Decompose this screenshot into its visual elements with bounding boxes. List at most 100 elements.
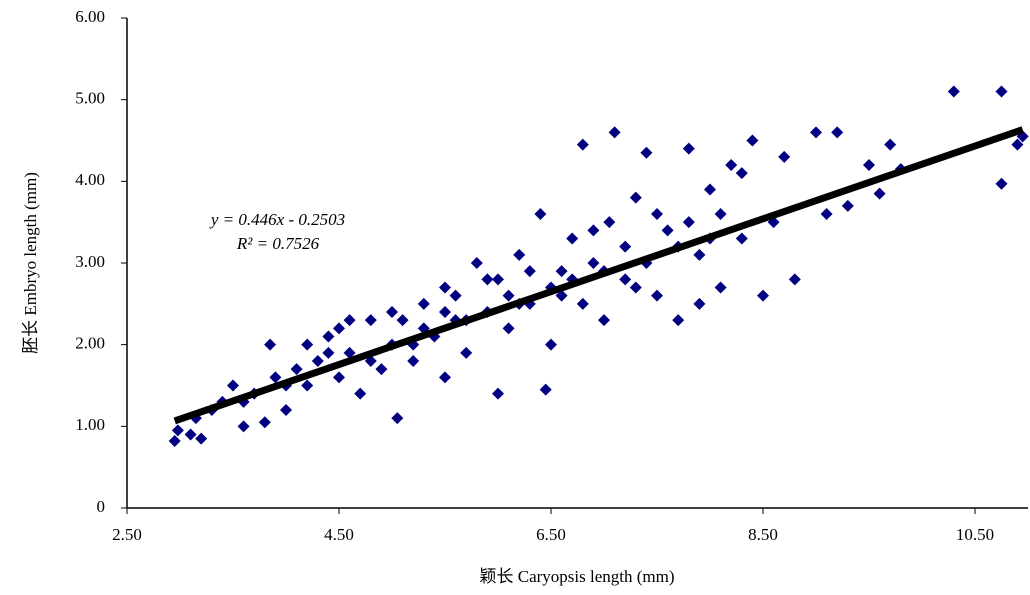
point: [995, 177, 1008, 190]
point: [778, 150, 791, 163]
point: [629, 191, 642, 204]
point: [280, 404, 292, 416]
point: [545, 338, 557, 351]
x-tick-label: 2.50: [112, 525, 142, 544]
point: [417, 297, 430, 310]
r-squared: R² = 0.7526: [236, 234, 320, 253]
point: [757, 289, 769, 302]
point: [227, 379, 239, 392]
point: [502, 289, 515, 302]
y-tick-label: 6.00: [75, 7, 105, 26]
point: [364, 314, 377, 327]
point: [343, 314, 356, 327]
point: [651, 289, 663, 302]
point: [502, 322, 515, 335]
point: [629, 281, 642, 294]
y-tick-label: 2.00: [75, 334, 105, 353]
point: [290, 363, 303, 376]
point: [661, 224, 674, 237]
point: [269, 371, 282, 384]
point: [470, 257, 483, 269]
point: [725, 159, 738, 171]
point: [831, 126, 844, 139]
point: [873, 187, 886, 200]
point: [884, 138, 897, 151]
point: [810, 126, 822, 139]
point: [171, 424, 184, 437]
point: [603, 216, 616, 229]
point: [333, 371, 345, 384]
point: [343, 346, 356, 359]
point: [439, 371, 451, 384]
point: [619, 240, 632, 253]
point: [788, 273, 801, 286]
point: [704, 183, 716, 196]
point: [693, 297, 706, 310]
point: [947, 85, 960, 98]
y-tick-label: 1.00: [75, 415, 105, 434]
point: [258, 416, 271, 429]
x-tick-label: 6.50: [536, 525, 566, 544]
point: [539, 383, 552, 396]
point: [576, 138, 589, 151]
equation: y = 0.446x - 0.2503: [209, 210, 345, 229]
point: [195, 432, 208, 445]
point: [386, 306, 398, 318]
point: [322, 330, 335, 343]
y-axis-label: 胚长 Embryo length (mm): [21, 172, 40, 354]
point: [492, 387, 504, 400]
point: [714, 281, 727, 294]
point: [841, 199, 854, 212]
point: [598, 314, 610, 327]
point: [439, 281, 451, 294]
point: [693, 248, 706, 261]
point: [237, 420, 250, 433]
x-tick-label: 4.50: [324, 525, 354, 544]
point: [449, 289, 462, 302]
point: [460, 346, 473, 359]
x-axis-label: 颖长 Caryopsis length (mm): [479, 567, 674, 586]
point: [640, 146, 653, 159]
point: [513, 248, 526, 261]
point: [375, 363, 388, 376]
point: [301, 379, 314, 392]
y-tick-label: 3.00: [75, 252, 105, 271]
y-tick-label: 0: [97, 497, 106, 516]
x-tick-label: 8.50: [748, 525, 778, 544]
point: [587, 257, 600, 269]
point: [714, 208, 727, 220]
point: [311, 355, 324, 367]
point: [995, 85, 1008, 98]
point: [168, 435, 181, 448]
point: [391, 412, 404, 425]
point: [619, 273, 632, 286]
point: [439, 306, 451, 318]
point: [735, 167, 748, 180]
point: [735, 232, 748, 245]
point: [682, 142, 695, 155]
point: [481, 273, 494, 286]
x-tick-label: 10.50: [956, 525, 994, 544]
point: [672, 314, 685, 327]
y-tick-label: 5.00: [75, 89, 105, 108]
point: [396, 314, 409, 327]
point: [587, 224, 600, 237]
trendline: [173, 126, 1024, 425]
point: [264, 338, 277, 351]
point: [523, 265, 536, 278]
point: [333, 322, 345, 335]
point: [555, 265, 568, 278]
point: [322, 346, 335, 359]
point: [492, 273, 504, 286]
point: [608, 126, 621, 139]
point: [863, 159, 875, 171]
y-tick-label: 4.00: [75, 170, 105, 189]
point: [576, 297, 589, 310]
point: [566, 232, 579, 245]
point: [534, 208, 547, 220]
point: [1011, 138, 1024, 151]
point: [820, 208, 833, 220]
point: [354, 387, 367, 400]
point: [651, 208, 663, 220]
